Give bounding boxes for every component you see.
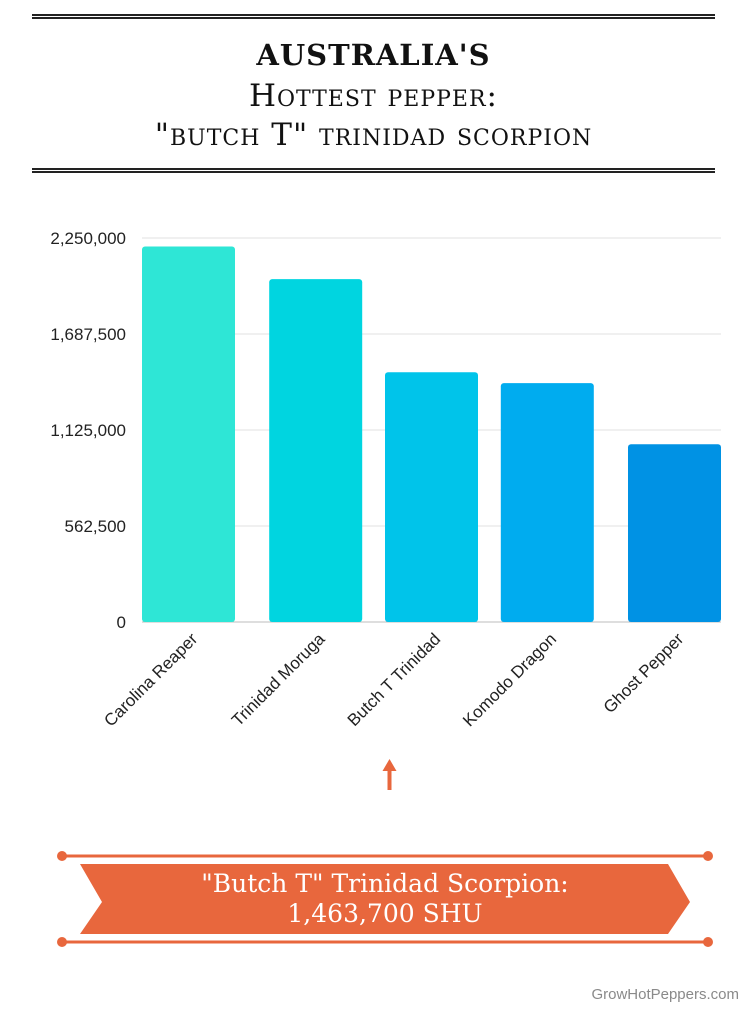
title-bottom-rule [32,168,715,173]
source-footer: GrowHotPeppers.com [591,986,739,1003]
banner-line-1: "Butch T" Trinidad Scorpion: [201,869,568,898]
bar [500,383,594,622]
banner-bottom-left-dot [57,937,67,947]
y-tick-label: 1,125,000 [50,421,126,440]
x-axis-tick-labels: Carolina Reaper Trinidad Moruga Butch T Tr… [100,629,687,730]
bar [385,372,478,622]
title-top-rule [32,14,715,19]
bar [269,279,363,622]
x-tick-label: Komodo Dragon [459,629,560,730]
x-tick-label: Ghost Pepper [600,629,688,717]
bars [142,246,721,623]
bar [142,246,235,623]
banner-ribbon [80,864,690,934]
banner-top-right-dot [703,851,713,861]
x-tick-label: Butch T Trinidad [344,629,445,730]
x-tick-label: Carolina Reaper [100,629,201,730]
title-line-1: AUSTRALIA'S [256,38,491,72]
title-line-3: "butch T" trinidad scorpion [154,117,593,153]
y-tick-label: 2,250,000 [50,229,126,248]
highlight-arrow-group [382,759,397,790]
banner-line-2: 1,463,700 SHU [287,899,482,928]
x-tick-label: Trinidad Moruga [228,629,329,730]
callout-banner: "Butch T" Trinidad Scorpion: 1,463,700 S… [57,851,713,947]
highlight-arrow-head [382,759,397,771]
banner-bottom-right-dot [703,937,713,947]
y-tick-label: 0 [117,613,126,632]
bar [628,444,721,622]
title-line-2: Hottest pepper: [248,78,499,114]
banner-top-left-dot [57,851,67,861]
y-tick-label: 562,500 [65,517,126,536]
y-axis-tick-labels: 0 562,500 1,125,000 1,687,500 2,250,000 [50,229,126,632]
y-tick-label: 1,687,500 [50,325,126,344]
